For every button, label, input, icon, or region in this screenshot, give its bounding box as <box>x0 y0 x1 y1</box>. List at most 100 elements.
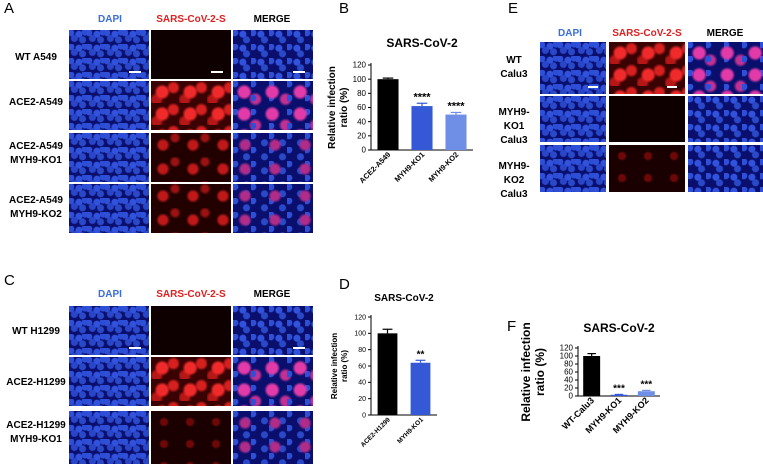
bar-myh9-ko2 <box>637 391 655 396</box>
image-c-wt-dapi <box>69 306 149 355</box>
column-header-dapi: DAPI <box>558 28 582 39</box>
y-tick-label: 100 <box>560 352 574 361</box>
panel-letter-e: E <box>508 0 519 17</box>
image-a-wt-dapi <box>69 30 149 79</box>
image-a-ko1-sars <box>151 133 231 182</box>
y-axis-label: ratio (%) <box>339 88 350 128</box>
image-a-wt-sars <box>151 30 231 79</box>
bar-myh9-ko1 <box>411 106 433 150</box>
panel-letter-c: C <box>4 272 15 289</box>
column-header-sars: SARS-CoV-2-S <box>612 28 682 39</box>
y-axis-label: Relative infection <box>327 66 338 149</box>
significance-label: **** <box>447 100 465 112</box>
y-tick-label: 0 <box>569 392 574 401</box>
image-a-ko2-merge <box>233 184 313 233</box>
y-tick-label: 40 <box>357 117 366 126</box>
significance-label: **** <box>413 91 431 103</box>
y-tick-label: 60 <box>564 368 573 377</box>
row-label-ace2-a549: ACE2-A549 <box>9 97 63 108</box>
image-e-wt-sars <box>609 42 685 94</box>
image-a-wt-merge <box>233 30 313 79</box>
image-e-ko2-merge <box>688 145 763 192</box>
image-c-ko1-merge <box>233 411 313 464</box>
y-tick-label: 120 <box>353 61 367 70</box>
y-tick-label: 40 <box>358 380 366 387</box>
category-label: ACE2-H1299 <box>360 416 393 449</box>
chart-d: SARS-CoV-2 Relative infection ratio (%) 0 20… <box>330 293 437 449</box>
image-c-ace2-sars <box>151 357 231 406</box>
column-header-dapi: DAPI <box>98 14 122 25</box>
bar-wt-calu3 <box>583 356 601 396</box>
chart-b: SARS-CoV-2 Relative infection ratio (%) 0 20… <box>327 36 473 185</box>
y-tick-label: 60 <box>357 103 366 112</box>
image-e-ko1-dapi <box>540 96 606 142</box>
image-c-wt-sars <box>151 306 231 355</box>
image-e-ko1-sars <box>609 96 685 142</box>
significance-label: *** <box>640 379 652 390</box>
category-label: MYH9-KO2 <box>427 150 461 184</box>
bar-myh9-ko1 <box>410 362 431 415</box>
chart-title: SARS-CoV-2 <box>374 293 434 304</box>
image-a-ko1-merge <box>233 133 313 182</box>
y-axis-label-group: Relative infection ratio (%) <box>519 322 547 421</box>
image-c-ace2-dapi <box>69 357 149 406</box>
image-a-ko2-dapi <box>69 184 149 233</box>
image-a-ace2-merge <box>233 81 313 130</box>
row-label-ace2-h1299: ACE2-H1299 <box>6 377 66 388</box>
y-tick-label: 20 <box>564 384 573 393</box>
row-label-ace2-a549-ko1: ACE2-A549 MYH9-KO1 <box>9 141 63 166</box>
panel-letter-a: A <box>4 0 15 17</box>
bar-ace2-h1299 <box>377 333 398 415</box>
chart-f: SARS-CoV-2 Relative infection ratio (%) 020… <box>519 321 660 435</box>
y-tick-label: 0 <box>362 412 366 419</box>
column-header-sars: SARS-CoV-2-S <box>156 14 226 25</box>
image-e-wt-merge <box>688 42 763 94</box>
image-e-wt-dapi <box>540 42 606 94</box>
panel-letter-f: F <box>507 318 517 335</box>
image-a-ko2-sars <box>151 184 231 233</box>
y-axis-label: Relative infection <box>519 322 533 421</box>
y-axis-label: Relative infection <box>330 333 339 399</box>
column-header-merge: MERGE <box>706 28 744 39</box>
column-header-dapi: DAPI <box>98 289 122 300</box>
image-c-ace2-merge <box>233 357 313 406</box>
image-c-ko1-sars <box>151 411 231 464</box>
bar-myh9-ko2 <box>445 114 467 150</box>
image-a-ace2-dapi <box>69 81 149 130</box>
y-tick-label: 60 <box>358 363 366 370</box>
significance-label: *** <box>613 383 625 394</box>
y-axis-label-group: Relative infection ratio (%) <box>330 333 349 399</box>
row-label-wt-h1299: WT H1299 <box>12 326 60 337</box>
y-tick-label: 80 <box>564 360 573 369</box>
category-label: MYH9-KO1 <box>393 150 427 184</box>
y-tick-label: 100 <box>354 331 366 338</box>
significance-label: ** <box>417 349 425 360</box>
y-axis-label: ratio (%) <box>533 348 547 396</box>
bar-ace2-a549 <box>377 79 399 150</box>
image-e-ko2-sars <box>609 145 685 192</box>
column-header-sars: SARS-CoV-2-S <box>156 289 226 300</box>
chart-title: SARS-CoV-2 <box>583 321 655 335</box>
image-a-ko1-dapi <box>69 133 149 182</box>
y-tick-label: 20 <box>358 396 366 403</box>
y-axis-label-group: Relative infection ratio (%) <box>327 66 350 149</box>
image-a-ace2-sars <box>151 81 231 130</box>
panel-letter-d: D <box>339 276 350 293</box>
row-label-ace2-h1299-ko1: ACE2-H1299 MYH9-KO1 <box>6 420 66 445</box>
row-label-wt-a549: WT A549 <box>15 52 57 63</box>
image-c-ko1-dapi <box>69 411 149 464</box>
image-c-wt-merge <box>233 306 313 355</box>
panel-letter-b: B <box>339 0 350 17</box>
row-label-wt-calu3: WT Calu3 <box>500 55 528 80</box>
y-tick-label: 20 <box>357 132 366 141</box>
y-tick-label: 100 <box>353 75 367 84</box>
y-tick-label: 120 <box>354 314 366 321</box>
y-tick-label: 80 <box>358 347 366 354</box>
row-label-ko2-calu3: MYH9- KO2 Calu3 <box>498 161 530 200</box>
category-label: ACE2-A549 <box>357 150 392 185</box>
row-label-ko1-calu3: MYH9- KO1 Calu3 <box>498 107 530 146</box>
y-axis-label: ratio (%) <box>340 350 349 382</box>
y-tick-label: 120 <box>560 344 574 353</box>
category-label: MYH9-KO1 <box>396 416 425 445</box>
bar-myh9-ko1 <box>610 394 628 396</box>
